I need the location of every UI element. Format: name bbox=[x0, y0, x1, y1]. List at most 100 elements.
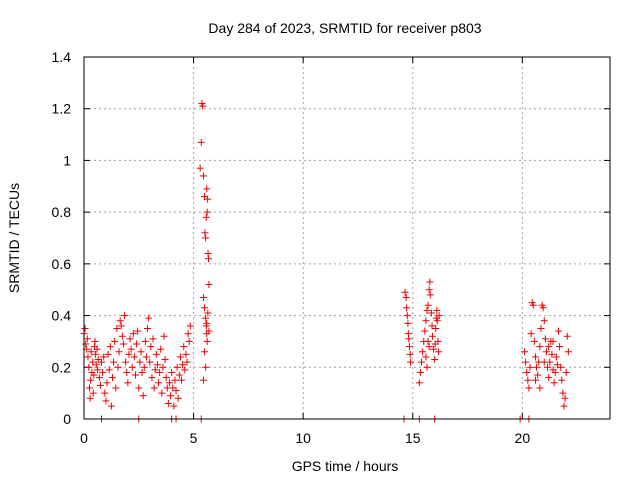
data-point bbox=[157, 345, 165, 353]
data-point bbox=[526, 363, 534, 371]
data-point bbox=[119, 340, 127, 348]
x-tick-label: 0 bbox=[80, 430, 88, 446]
data-point bbox=[425, 286, 433, 294]
data-point bbox=[160, 332, 168, 340]
data-point bbox=[427, 309, 435, 317]
data-point bbox=[183, 358, 191, 366]
data-point bbox=[554, 327, 562, 335]
data-point bbox=[204, 195, 212, 203]
data-point bbox=[416, 368, 424, 376]
data-point bbox=[156, 368, 164, 376]
data-point bbox=[205, 281, 213, 289]
data-point bbox=[86, 394, 94, 402]
data-point bbox=[136, 358, 144, 366]
data-point bbox=[204, 255, 212, 263]
data-point bbox=[422, 317, 430, 325]
data-point bbox=[426, 278, 434, 286]
data-point bbox=[434, 337, 442, 345]
data-point bbox=[107, 402, 115, 410]
data-point bbox=[128, 363, 136, 371]
data-point bbox=[407, 358, 415, 366]
data-point bbox=[147, 343, 155, 351]
data-point bbox=[144, 325, 152, 332]
data-point bbox=[132, 371, 140, 379]
y-tick-label: 0.2 bbox=[52, 359, 72, 375]
data-point bbox=[558, 376, 566, 384]
data-point bbox=[199, 102, 207, 110]
data-point bbox=[145, 314, 153, 322]
data-point bbox=[139, 392, 147, 400]
data-point bbox=[116, 317, 124, 325]
data-point bbox=[171, 376, 179, 384]
data-point bbox=[84, 353, 92, 361]
data-point bbox=[531, 353, 539, 361]
data-point bbox=[150, 384, 158, 392]
data-point bbox=[124, 379, 132, 387]
data-point bbox=[423, 306, 431, 314]
data-point bbox=[146, 358, 154, 366]
data-point bbox=[134, 327, 142, 335]
data-point bbox=[415, 379, 423, 387]
chart-title: Day 284 of 2023, SRMTID for receiver p80… bbox=[208, 20, 481, 36]
data-point bbox=[117, 322, 125, 330]
data-point bbox=[92, 350, 100, 358]
data-point bbox=[185, 337, 193, 345]
y-axis-label: SRMTID / TECUs bbox=[6, 183, 22, 293]
data-point bbox=[153, 361, 161, 369]
data-point bbox=[548, 350, 556, 358]
data-point bbox=[87, 376, 95, 384]
data-point bbox=[435, 348, 443, 356]
data-point bbox=[523, 368, 531, 376]
data-point bbox=[533, 363, 541, 371]
data-point bbox=[561, 394, 569, 402]
data-point bbox=[85, 363, 93, 371]
data-point bbox=[126, 335, 134, 343]
data-point bbox=[100, 353, 108, 361]
data-point bbox=[125, 350, 133, 358]
data-point bbox=[106, 343, 114, 351]
data-point bbox=[529, 301, 537, 309]
data-point bbox=[101, 389, 109, 397]
data-point bbox=[123, 368, 131, 376]
data-point bbox=[404, 319, 412, 327]
data-point bbox=[425, 343, 433, 351]
data-point bbox=[403, 312, 411, 320]
data-point bbox=[114, 363, 122, 371]
data-point bbox=[205, 327, 213, 335]
data-point bbox=[203, 337, 211, 345]
data-point bbox=[539, 304, 547, 312]
data-point bbox=[562, 368, 570, 376]
data-point bbox=[151, 366, 159, 374]
data-point bbox=[113, 325, 121, 332]
data-point bbox=[93, 345, 101, 353]
data-point bbox=[542, 348, 550, 356]
data-point bbox=[428, 332, 436, 340]
y-tick-label: 1.4 bbox=[52, 49, 72, 65]
data-point bbox=[424, 301, 432, 309]
data-point bbox=[406, 350, 414, 358]
data-point bbox=[537, 325, 545, 332]
data-point bbox=[121, 312, 129, 320]
data-point bbox=[91, 337, 99, 345]
data-point bbox=[405, 335, 413, 343]
x-axis-label: GPS time / hours bbox=[292, 458, 399, 474]
data-point bbox=[176, 353, 184, 361]
data-point bbox=[423, 363, 431, 371]
data-point bbox=[199, 293, 207, 301]
data-point bbox=[175, 371, 183, 379]
data-point bbox=[122, 358, 130, 366]
data-point bbox=[202, 314, 210, 322]
data-point bbox=[196, 164, 204, 172]
data-point bbox=[140, 363, 148, 371]
data-point bbox=[165, 379, 173, 387]
data-point bbox=[179, 361, 187, 369]
data-point bbox=[186, 322, 194, 330]
data-point bbox=[433, 317, 441, 325]
data-point bbox=[419, 348, 427, 356]
data-point bbox=[178, 376, 186, 384]
data-point bbox=[182, 350, 190, 358]
data-point bbox=[112, 384, 120, 392]
data-point bbox=[527, 330, 535, 338]
data-point bbox=[83, 335, 91, 343]
data-point bbox=[173, 363, 181, 371]
